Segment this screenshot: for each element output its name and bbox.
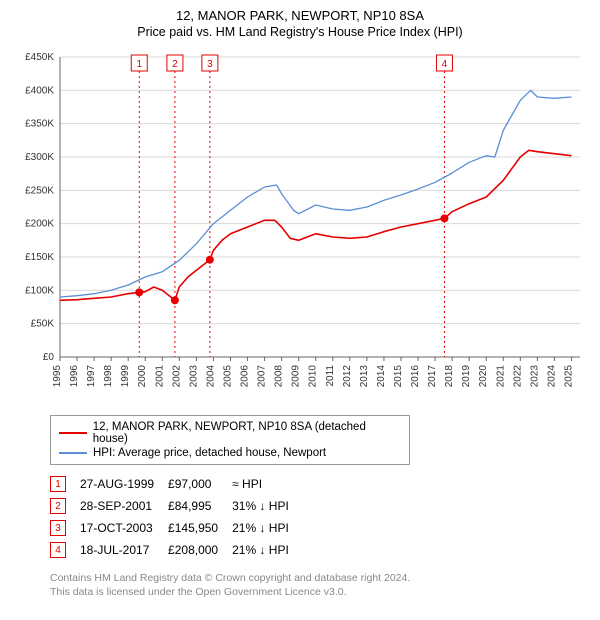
svg-text:£0: £0	[43, 352, 55, 363]
event-row: 2 28-SEP-2001£84,99531% ↓ HPI	[50, 495, 303, 517]
event-row: 3 17-OCT-2003£145,95021% ↓ HPI	[50, 517, 303, 539]
chart-svg: £0 £50K £100K £150K £200K £250K £300K £350K £400…	[10, 47, 590, 407]
svg-text:2021: 2021	[495, 365, 506, 388]
svg-text:2019: 2019	[461, 365, 472, 388]
svg-text:2007: 2007	[257, 365, 268, 388]
svg-text:2010: 2010	[308, 365, 319, 388]
svg-text:2: 2	[172, 59, 178, 70]
svg-text:2000: 2000	[137, 365, 148, 388]
event-price: £84,995	[168, 495, 232, 517]
svg-text:£50K: £50K	[31, 319, 55, 330]
event-date: 18-JUL-2017	[80, 539, 168, 561]
page: 12, MANOR PARK, NEWPORT, NP10 8SA Price …	[0, 0, 600, 609]
event-marker: 4	[50, 542, 66, 558]
svg-text:£300K: £300K	[25, 152, 54, 163]
svg-text:2012: 2012	[342, 365, 353, 388]
svg-text:2018: 2018	[444, 365, 455, 388]
event-marker: 3	[50, 520, 66, 536]
svg-text:2024: 2024	[546, 365, 557, 388]
svg-text:2014: 2014	[376, 365, 387, 388]
event-marker: 1	[50, 476, 66, 492]
svg-text:1: 1	[136, 59, 142, 70]
svg-text:2011: 2011	[325, 365, 336, 387]
svg-text:2002: 2002	[171, 365, 182, 388]
svg-text:2020: 2020	[478, 365, 489, 388]
legend: 12, MANOR PARK, NEWPORT, NP10 8SA (detac…	[50, 415, 410, 465]
svg-text:2013: 2013	[359, 365, 370, 388]
event-hpi: 21% ↓ HPI	[232, 539, 303, 561]
legend-item: HPI: Average price, detached house, Newp…	[59, 446, 401, 460]
legend-label: 12, MANOR PARK, NEWPORT, NP10 8SA (detac…	[93, 421, 401, 445]
legend-swatch	[59, 432, 87, 434]
svg-text:£100K: £100K	[25, 285, 54, 296]
event-marker: 2	[50, 498, 66, 514]
svg-text:£400K: £400K	[25, 85, 54, 96]
svg-text:2025: 2025	[563, 365, 574, 388]
footnote: Contains HM Land Registry data © Crown c…	[50, 571, 570, 599]
chart-subtitle: Price paid vs. HM Land Registry's House …	[10, 25, 590, 39]
event-hpi: 31% ↓ HPI	[232, 495, 303, 517]
svg-text:4: 4	[442, 59, 448, 70]
event-hpi: ≈ HPI	[232, 473, 303, 495]
svg-text:1998: 1998	[103, 365, 114, 388]
footnote-line: Contains HM Land Registry data © Crown c…	[50, 571, 570, 585]
event-row: 1 27-AUG-1999£97,000≈ HPI	[50, 473, 303, 495]
legend-item: 12, MANOR PARK, NEWPORT, NP10 8SA (detac…	[59, 420, 401, 446]
svg-text:2008: 2008	[274, 365, 285, 388]
event-date: 27-AUG-1999	[80, 473, 168, 495]
svg-text:2004: 2004	[205, 365, 216, 388]
event-price: £97,000	[168, 473, 232, 495]
event-date: 28-SEP-2001	[80, 495, 168, 517]
svg-text:£200K: £200K	[25, 219, 54, 230]
legend-label: HPI: Average price, detached house, Newp…	[93, 447, 326, 459]
svg-text:£150K: £150K	[25, 252, 54, 263]
svg-text:£450K: £450K	[25, 52, 54, 63]
svg-text:2001: 2001	[154, 365, 165, 388]
svg-text:2023: 2023	[529, 365, 540, 388]
svg-text:2003: 2003	[188, 365, 199, 388]
footnote-line: This data is licensed under the Open Gov…	[50, 585, 570, 599]
chart: £0 £50K £100K £150K £200K £250K £300K £350K £400…	[10, 47, 590, 407]
event-row: 4 18-JUL-2017£208,00021% ↓ HPI	[50, 539, 303, 561]
svg-text:1999: 1999	[120, 365, 131, 388]
svg-text:2022: 2022	[512, 365, 523, 388]
svg-text:2016: 2016	[410, 365, 421, 388]
svg-text:3: 3	[207, 59, 213, 70]
legend-swatch	[59, 452, 87, 454]
svg-text:1995: 1995	[52, 365, 63, 388]
svg-text:2009: 2009	[291, 365, 302, 388]
svg-text:£250K: £250K	[25, 185, 54, 196]
svg-text:2005: 2005	[222, 365, 233, 388]
svg-text:1996: 1996	[69, 365, 80, 388]
event-hpi: 21% ↓ HPI	[232, 517, 303, 539]
svg-text:2006: 2006	[240, 365, 251, 388]
event-price: £145,950	[168, 517, 232, 539]
svg-text:2015: 2015	[393, 365, 404, 388]
svg-text:1997: 1997	[86, 365, 97, 388]
svg-text:£350K: £350K	[25, 119, 54, 130]
svg-text:2017: 2017	[427, 365, 438, 388]
events-table: 1 27-AUG-1999£97,000≈ HPI 2 28-SEP-2001£84,…	[50, 473, 590, 561]
chart-title: 12, MANOR PARK, NEWPORT, NP10 8SA	[10, 8, 590, 23]
event-price: £208,000	[168, 539, 232, 561]
event-date: 17-OCT-2003	[80, 517, 168, 539]
